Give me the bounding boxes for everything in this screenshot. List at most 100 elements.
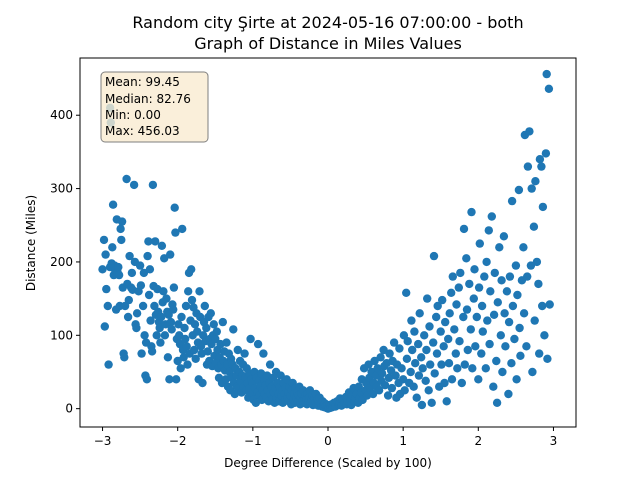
- data-point: [468, 364, 477, 373]
- data-point: [542, 69, 551, 79]
- data-point: [259, 349, 268, 358]
- data-point: [98, 265, 107, 274]
- stats-max: Max: 456.03: [105, 124, 180, 138]
- stats-min: Min: 0.00: [105, 108, 161, 122]
- data-point: [538, 202, 548, 212]
- data-point: [453, 364, 462, 373]
- data-point: [395, 344, 404, 353]
- data-point: [439, 342, 448, 351]
- data-point: [160, 331, 170, 340]
- data-point: [492, 356, 501, 366]
- y-tick-label: 300: [50, 182, 73, 196]
- x-tick-label: −3: [94, 434, 112, 448]
- data-point: [430, 369, 439, 378]
- data-point: [427, 398, 436, 407]
- data-point: [182, 342, 191, 351]
- data-point: [171, 228, 180, 237]
- data-point: [368, 389, 378, 399]
- data-point: [414, 371, 424, 380]
- data-point: [514, 185, 524, 195]
- data-point: [523, 272, 532, 281]
- data-point: [457, 378, 466, 388]
- data-point: [184, 287, 193, 296]
- data-point: [400, 386, 409, 395]
- data-point: [516, 351, 525, 360]
- data-point: [529, 222, 539, 231]
- data-point: [425, 322, 434, 331]
- stats-box: Mean: 99.45 Median: 82.76 Min: 0.00 Max:…: [100, 71, 209, 143]
- data-point: [508, 301, 518, 311]
- y-tick-label: 100: [50, 328, 73, 342]
- data-point: [253, 339, 263, 349]
- data-points: [98, 69, 554, 413]
- data-point: [510, 334, 519, 344]
- x-tick-label: −1: [244, 434, 262, 448]
- data-point: [159, 287, 168, 296]
- data-point: [383, 391, 393, 400]
- data-point: [233, 345, 242, 355]
- data-point: [166, 250, 175, 259]
- data-point: [471, 342, 480, 351]
- data-point: [421, 376, 430, 385]
- data-point: [122, 174, 131, 184]
- data-point: [496, 331, 505, 340]
- data-point: [117, 217, 127, 226]
- data-point: [391, 371, 400, 380]
- data-point: [482, 257, 491, 267]
- data-point: [183, 360, 192, 369]
- data-point: [450, 325, 459, 334]
- data-point: [136, 281, 146, 290]
- data-point: [169, 283, 179, 292]
- data-point: [190, 345, 199, 355]
- data-point: [519, 243, 528, 252]
- data-point: [511, 261, 521, 270]
- data-point: [447, 375, 457, 384]
- data-point: [117, 235, 126, 245]
- data-point: [429, 251, 439, 261]
- data-point: [125, 251, 134, 261]
- data-point: [166, 317, 176, 327]
- data-point: [144, 290, 154, 300]
- data-point: [456, 268, 465, 278]
- data-point: [472, 312, 481, 322]
- data-point: [265, 360, 275, 369]
- data-point: [447, 288, 456, 297]
- data-point: [190, 320, 200, 329]
- data-point: [504, 389, 513, 399]
- data-point: [156, 338, 165, 347]
- data-point: [209, 320, 218, 329]
- data-point: [501, 342, 510, 351]
- data-point: [442, 397, 451, 406]
- stats-median: Median: 82.76: [105, 92, 191, 106]
- data-point: [409, 382, 418, 391]
- data-point: [440, 378, 449, 388]
- data-point: [540, 331, 549, 340]
- data-point: [459, 312, 468, 322]
- data-point: [198, 378, 207, 388]
- data-point: [493, 298, 502, 307]
- data-point: [144, 237, 153, 246]
- data-point: [437, 360, 446, 369]
- data-point: [459, 224, 469, 234]
- data-point: [535, 155, 545, 164]
- data-point: [418, 364, 427, 373]
- data-point: [137, 349, 146, 358]
- data-point: [484, 226, 493, 235]
- data-point: [415, 309, 424, 318]
- data-point: [408, 345, 417, 355]
- data-point: [523, 162, 533, 171]
- data-point: [454, 283, 463, 292]
- data-point: [402, 288, 411, 297]
- data-point: [162, 294, 171, 303]
- data-point: [480, 272, 489, 281]
- x-tick-label: 2: [474, 434, 482, 448]
- data-point: [385, 349, 394, 358]
- data-point: [143, 251, 152, 261]
- data-point: [424, 386, 433, 395]
- data-point: [389, 338, 399, 347]
- data-point: [463, 345, 472, 355]
- data-point: [374, 386, 384, 395]
- x-tick-label: 1: [399, 434, 407, 448]
- data-point: [135, 261, 145, 270]
